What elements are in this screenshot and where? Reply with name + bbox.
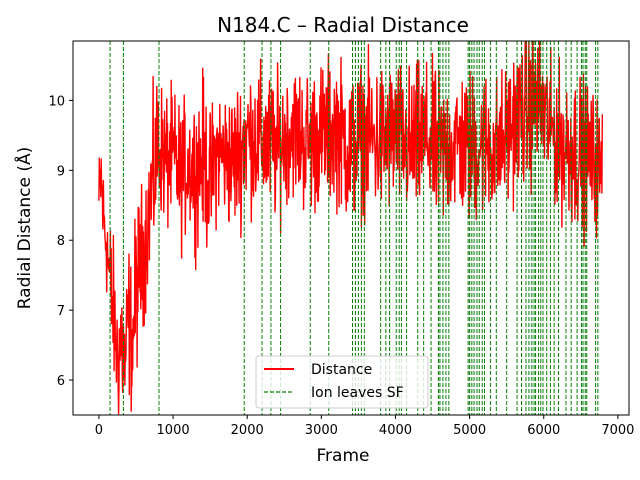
x-tick-label: 4000 xyxy=(379,423,412,438)
y-tick-label: 10 xyxy=(48,94,65,109)
x-tick-label: 1000 xyxy=(157,423,190,438)
x-tick-label: 2000 xyxy=(231,423,264,438)
legend-box xyxy=(255,355,429,409)
x-axis-title: Frame xyxy=(317,446,370,466)
x-tick-label: 6000 xyxy=(527,423,560,438)
y-tick-label: 8 xyxy=(57,234,65,249)
y-tick-label: 6 xyxy=(57,374,65,389)
ion-event-lines xyxy=(109,41,599,415)
legend: Distance Ion leaves SF xyxy=(255,355,429,409)
distance-line xyxy=(98,41,603,415)
legend-ion-label: Ion leaves SF xyxy=(311,385,404,401)
x-tick-label: 7000 xyxy=(601,423,634,438)
y-axis: 6 7 8 9 10 xyxy=(48,94,73,389)
y-tick-label: 7 xyxy=(57,304,65,319)
y-tick-label: 9 xyxy=(57,164,65,179)
plot-frame xyxy=(72,40,630,416)
x-axis: 0 1000 2000 3000 4000 5000 6000 7000 xyxy=(95,415,634,438)
x-tick-label: 3000 xyxy=(305,423,338,438)
distance-series xyxy=(98,41,603,415)
x-tick-label: 5000 xyxy=(453,423,486,438)
x-tick-label: 0 xyxy=(95,423,103,438)
plot-area xyxy=(98,41,603,415)
y-axis-title: Radial Distance (Å) xyxy=(13,147,35,310)
chart-title: N184.C – Radial Distance xyxy=(217,13,469,37)
legend-distance-label: Distance xyxy=(311,362,372,378)
